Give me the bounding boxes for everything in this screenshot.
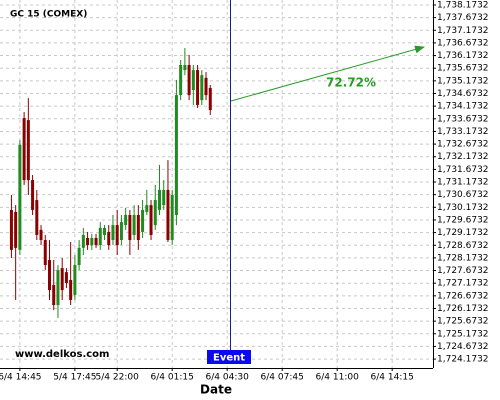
candle-body: [153, 200, 157, 226]
candle-body: [170, 195, 174, 241]
annotation: 72.72%: [326, 76, 376, 90]
candle-body: [35, 200, 39, 235]
y-tick-label: 1,734.6732: [437, 89, 489, 99]
candle-body: [149, 205, 153, 235]
candle-body: [47, 260, 51, 291]
candle-body: [94, 237, 98, 246]
candle-body: [52, 285, 56, 306]
y-tick-label: 1,725.1732: [437, 329, 489, 339]
candle-body: [64, 272, 68, 284]
candle-body: [196, 70, 200, 105]
x-tick-label: 6/4 11:00: [316, 373, 360, 383]
candle-body: [191, 70, 195, 91]
candle-body: [56, 270, 60, 306]
y-tick-label: 1,724.1732: [437, 355, 489, 365]
y-tick-label: 1,731.6732: [437, 165, 489, 175]
candle-body: [166, 189, 170, 241]
y-tick-label: 1,728.1732: [437, 253, 489, 263]
candle-body: [187, 65, 191, 96]
candle-body: [73, 265, 77, 295]
candle-body: [141, 209, 145, 232]
candle-body: [26, 120, 30, 181]
x-tick-label: 6/4 04:30: [206, 373, 250, 383]
y-tick-label: 1,736.6732: [437, 38, 489, 48]
candle-body: [22, 118, 26, 181]
y-tick-label: 1,737.6732: [437, 13, 489, 23]
candle-body: [183, 65, 187, 71]
candle-body: [136, 214, 140, 241]
y-tick-label: 1,730.1732: [437, 203, 489, 213]
y-tick-label: 1,733.6732: [437, 114, 489, 124]
candle-body: [174, 95, 178, 215]
y-tick-label: 1,727.6732: [437, 266, 489, 276]
candle-body: [98, 227, 102, 246]
candles: [9, 48, 212, 318]
y-tick-label: 1,727.1732: [437, 279, 489, 289]
grid: [0, 0, 433, 368]
candle-body: [115, 225, 119, 246]
candle-body: [124, 214, 128, 226]
y-tick-label: 1,729.6732: [437, 215, 489, 225]
candle-body: [102, 227, 106, 235]
y-tick-label: 1,732.1732: [437, 152, 489, 162]
y-tick-label: 1,726.1732: [437, 304, 489, 314]
event-box: [207, 350, 251, 364]
candle-body: [204, 77, 208, 96]
x-tick-label: 6/4 14:45: [0, 373, 42, 383]
candle-body: [9, 209, 13, 250]
y-tick-label: 1,734.1732: [437, 102, 489, 112]
x-tick-label: 6/4 07:45: [261, 373, 304, 383]
candle-body: [39, 229, 43, 241]
chart-title: GC 15 (COMEX): [10, 10, 87, 20]
candle-body: [132, 214, 136, 235]
candle-body: [179, 65, 183, 96]
x-tick-label: 6/4 01:15: [151, 373, 194, 383]
candle-body: [200, 75, 204, 101]
y-tick-label: 1,730.6732: [437, 190, 489, 200]
y-tick-label: 1,737.1732: [437, 26, 489, 36]
y-tick-label: 1,735.1732: [437, 76, 489, 86]
candle-body: [111, 225, 115, 241]
x-axis-title: Date: [200, 383, 232, 397]
candle-body: [77, 247, 81, 266]
x-tick-label: 5/4 17:45: [53, 373, 96, 383]
y-tick-label: 1,726.6732: [437, 291, 489, 301]
candle-body: [145, 205, 149, 212]
candle-body: [107, 231, 111, 246]
candle-body: [157, 189, 161, 210]
y-tick-label: 1,729.1732: [437, 228, 489, 238]
candle-body: [18, 144, 22, 250]
candle-body: [86, 237, 90, 246]
candle-body: [90, 237, 94, 246]
y-tick-label: 1,724.6732: [437, 342, 489, 352]
x-tick-label: 6/4 14:15: [371, 373, 414, 383]
x-tick-label: 5/4 22:00: [96, 373, 140, 383]
candle-body: [81, 234, 85, 248]
event-label: Event: [213, 353, 245, 364]
candle-body: [119, 222, 123, 241]
candle-body: [31, 180, 35, 210]
candle-body: [69, 279, 73, 300]
y-tick-label: 1,732.6732: [437, 140, 489, 150]
y-tick-label: 1,731.1732: [437, 178, 489, 188]
candle-body: [43, 240, 47, 266]
y-tick-label: 1,728.6732: [437, 241, 489, 251]
watermark: www.delkos.com: [15, 349, 109, 360]
forecast-arrow: [230, 45, 425, 102]
candle-body: [14, 211, 18, 248]
y-tick-label: 1,733.1732: [437, 127, 489, 137]
candle-body: [208, 88, 212, 111]
y-tick-label: 1,738.1732: [437, 0, 489, 10]
y-tick-label: 1,725.6732: [437, 317, 489, 327]
candle-body: [162, 189, 166, 206]
candle-body: [60, 268, 64, 291]
y-tick-label: 1,735.6732: [437, 64, 489, 74]
candle-body: [128, 214, 132, 241]
y-tick-label: 1,736.1732: [437, 51, 489, 61]
